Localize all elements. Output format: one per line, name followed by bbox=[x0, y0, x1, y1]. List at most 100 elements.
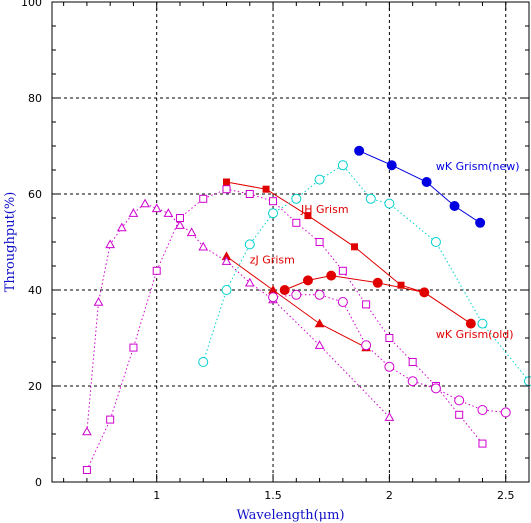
data-point bbox=[268, 208, 279, 219]
data-point bbox=[350, 243, 358, 251]
data-point bbox=[82, 466, 91, 474]
series-5 bbox=[82, 198, 395, 436]
grid-lines bbox=[52, 2, 529, 482]
data-point bbox=[475, 217, 486, 228]
data-point bbox=[175, 214, 184, 222]
data-point bbox=[186, 227, 197, 237]
data-point bbox=[291, 193, 302, 204]
data-point bbox=[262, 185, 270, 193]
data-point bbox=[361, 340, 372, 351]
data-point bbox=[314, 174, 325, 185]
data-point bbox=[93, 296, 104, 306]
series-label: wK Grism(new) bbox=[436, 160, 520, 173]
data-point bbox=[129, 343, 138, 352]
data-point bbox=[106, 415, 115, 424]
x-tick-label: 2.5 bbox=[497, 489, 515, 502]
data-point bbox=[421, 177, 432, 187]
y-axis-title: Throughput(%) bbox=[3, 192, 18, 293]
series-label: JH Grism bbox=[300, 203, 349, 216]
y-tick-label: 80 bbox=[28, 92, 42, 105]
data-point bbox=[419, 287, 430, 298]
data-point bbox=[372, 277, 383, 288]
data-point bbox=[430, 237, 441, 247]
data-point bbox=[454, 395, 465, 406]
data-point bbox=[198, 357, 209, 367]
data-point bbox=[365, 193, 376, 204]
series-line bbox=[226, 255, 367, 349]
plot-frame bbox=[51, 1, 530, 483]
data-point bbox=[465, 318, 476, 329]
y-tick-label: 100 bbox=[21, 0, 42, 9]
data-point bbox=[222, 185, 231, 194]
x-axis-title: Wavelength(μm) bbox=[236, 508, 344, 523]
data-point bbox=[175, 220, 185, 229]
axis-ticks: 1 1.5 2 2.5 0 20 40 60 80 100 bbox=[21, 0, 529, 502]
data-point bbox=[338, 266, 347, 275]
data-point bbox=[152, 266, 161, 275]
data-point bbox=[128, 208, 139, 217]
data-point bbox=[82, 426, 92, 436]
data-point bbox=[223, 178, 231, 186]
data-point bbox=[268, 292, 279, 303]
series-line bbox=[202, 164, 530, 382]
data-point bbox=[245, 190, 254, 198]
series-7 bbox=[268, 289, 511, 418]
data-point bbox=[292, 218, 301, 227]
data-point bbox=[384, 412, 395, 421]
data-point bbox=[291, 289, 302, 300]
data-point bbox=[407, 376, 418, 387]
data-point bbox=[279, 285, 290, 295]
x-tick-label: 2 bbox=[386, 489, 393, 502]
data-point bbox=[449, 201, 460, 211]
y-tick-label: 40 bbox=[28, 284, 42, 297]
series-3 bbox=[354, 145, 486, 228]
data-point bbox=[314, 289, 325, 300]
data-point bbox=[163, 208, 174, 217]
series-6 bbox=[82, 185, 487, 474]
data-point bbox=[151, 203, 162, 213]
y-tick-label: 20 bbox=[28, 380, 42, 393]
data-point bbox=[430, 383, 441, 394]
data-point bbox=[524, 376, 531, 387]
data-point bbox=[354, 145, 365, 156]
data-point bbox=[384, 198, 395, 209]
data-point bbox=[140, 198, 150, 208]
series-label: zJ Grism bbox=[250, 254, 295, 267]
data-point bbox=[314, 318, 325, 328]
data-point bbox=[315, 238, 324, 246]
data-point bbox=[478, 439, 487, 448]
data-point bbox=[269, 197, 278, 206]
series-2 bbox=[279, 270, 476, 329]
series-label: wK Grism(old) bbox=[436, 328, 514, 341]
data-point bbox=[116, 222, 127, 232]
data-point bbox=[362, 300, 371, 309]
data-point bbox=[302, 275, 313, 286]
data-point bbox=[105, 239, 116, 249]
data-point bbox=[337, 160, 348, 171]
data-point bbox=[397, 281, 405, 289]
data-point bbox=[500, 407, 511, 418]
data-point bbox=[386, 160, 397, 171]
y-tick-label: 0 bbox=[35, 476, 42, 489]
data-point bbox=[455, 410, 464, 419]
data-point bbox=[198, 241, 209, 251]
series-0 bbox=[223, 178, 428, 296]
series-layer bbox=[82, 145, 531, 474]
data-point bbox=[314, 340, 325, 349]
data-point bbox=[477, 405, 488, 415]
data-point bbox=[244, 239, 255, 250]
data-point bbox=[221, 256, 232, 265]
data-point bbox=[477, 318, 488, 329]
data-point bbox=[326, 270, 337, 281]
data-point bbox=[199, 194, 208, 203]
series-1 bbox=[221, 251, 371, 352]
x-tick-label: 1.5 bbox=[264, 489, 282, 502]
x-tick-label: 1 bbox=[153, 489, 160, 502]
data-point bbox=[385, 334, 394, 342]
data-point bbox=[384, 361, 395, 372]
series-line bbox=[226, 181, 425, 293]
data-point bbox=[221, 285, 232, 295]
data-point bbox=[337, 297, 348, 307]
data-point bbox=[408, 358, 417, 366]
